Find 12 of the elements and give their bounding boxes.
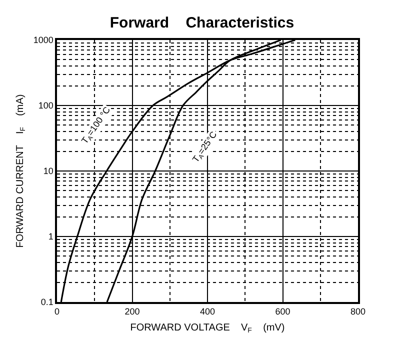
chart-title: Forward Characteristics [110, 14, 294, 32]
y-tick-label: 1 [48, 232, 54, 242]
x-tick-label: 400 [200, 306, 216, 317]
y-tick-label: 0.1 [40, 297, 54, 308]
y-tick-label: 100 [38, 100, 54, 111]
y-tick-label: 10 [43, 166, 54, 176]
x-tick-label: 800 [350, 306, 366, 317]
y-tick-label: 1000 [33, 35, 54, 46]
text: FORWARD VOLTAGE V$_{F}$ (mV) [130, 322, 285, 335]
x-tick-label: 0 [54, 306, 60, 317]
x-tick-label: 200 [124, 306, 140, 317]
x-tick-label: 600 [275, 306, 290, 317]
